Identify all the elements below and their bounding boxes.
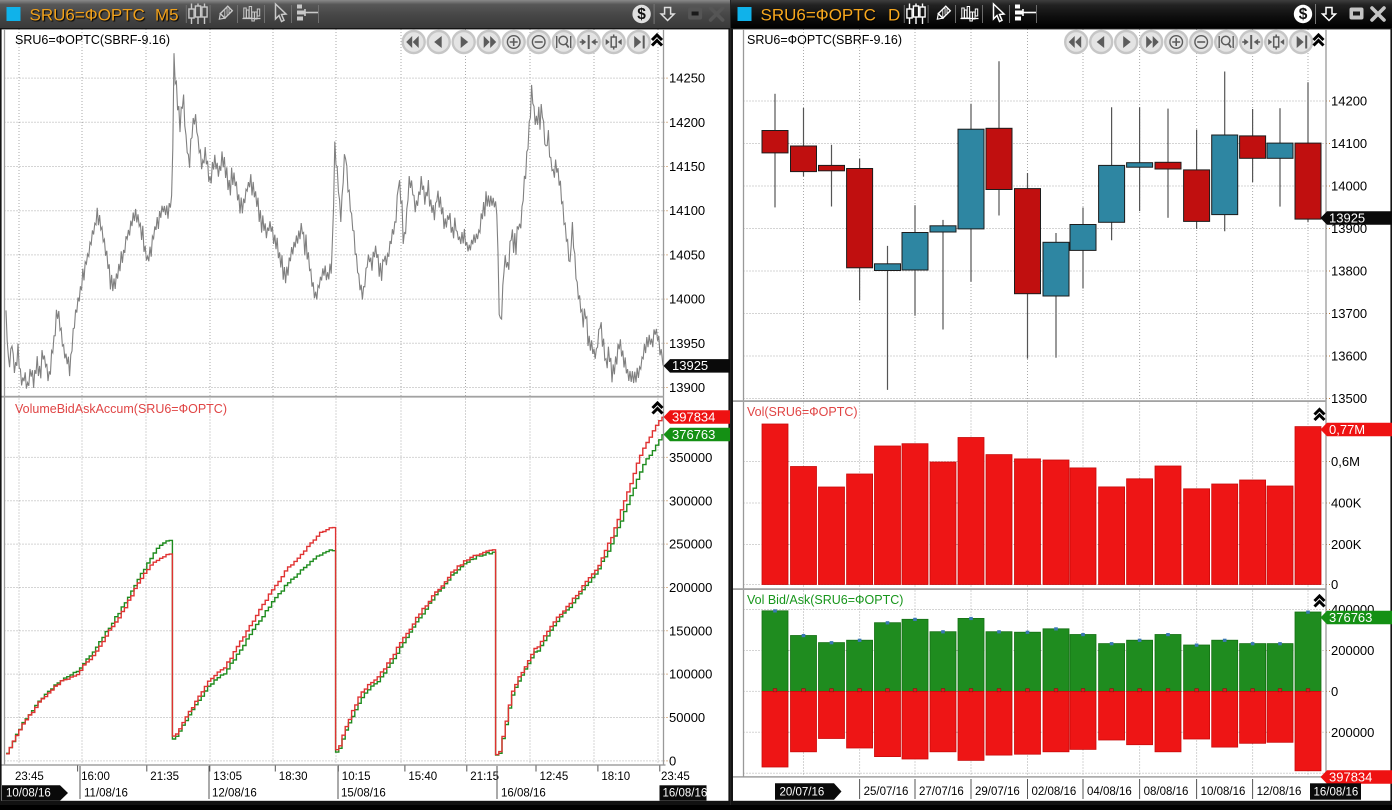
svg-text:16/08/16: 16/08/16	[1314, 787, 1359, 799]
svg-text:100000: 100000	[669, 667, 712, 682]
svg-text:376763: 376763	[672, 427, 715, 442]
svg-text:150000: 150000	[669, 623, 712, 638]
svg-text:0,77M: 0,77M	[1329, 422, 1365, 437]
svg-text:200000: 200000	[669, 580, 712, 595]
svg-text:Vol(SRU6=ФOPTC): Vol(SRU6=ФOPTC)	[747, 405, 858, 419]
svg-text:$: $	[1299, 6, 1308, 23]
svg-text:14150: 14150	[669, 159, 705, 174]
svg-text:15:40: 15:40	[408, 771, 437, 783]
svg-text:0: 0	[669, 753, 676, 768]
svg-text:14250: 14250	[669, 71, 705, 86]
svg-text:13950: 13950	[669, 336, 705, 351]
svg-text:10:15: 10:15	[342, 771, 371, 783]
svg-text:397834: 397834	[672, 409, 715, 424]
svg-text:23:45: 23:45	[15, 771, 44, 783]
svg-text:350000: 350000	[669, 450, 712, 465]
svg-text:18:30: 18:30	[279, 771, 308, 783]
svg-text:08/08/16: 08/08/16	[1144, 786, 1189, 798]
svg-text:29/07/16: 29/07/16	[975, 786, 1020, 798]
svg-text:21:15: 21:15	[470, 771, 499, 783]
svg-text:D: D	[888, 6, 900, 25]
svg-text:12/08/16: 12/08/16	[1257, 786, 1302, 798]
svg-text:16/08/16: 16/08/16	[501, 788, 546, 800]
svg-text:50000: 50000	[669, 710, 705, 725]
svg-text:04/08/16: 04/08/16	[1087, 786, 1132, 798]
svg-text:16:00: 16:00	[81, 771, 110, 783]
svg-text:0: 0	[1331, 577, 1338, 592]
svg-text:14200: 14200	[1331, 94, 1367, 109]
svg-text:13500: 13500	[1331, 391, 1367, 406]
svg-text:200000: 200000	[1331, 643, 1374, 658]
svg-text:13:05: 13:05	[213, 771, 242, 783]
svg-text:14000: 14000	[669, 292, 705, 307]
svg-text:27/07/16: 27/07/16	[919, 786, 964, 798]
svg-text:13900: 13900	[669, 380, 705, 395]
svg-text:397834: 397834	[1329, 769, 1372, 784]
svg-text:SRU6=ФOPTC(SBRF-9.16): SRU6=ФOPTC(SBRF-9.16)	[747, 33, 902, 47]
svg-text:13600: 13600	[1331, 349, 1367, 364]
svg-text:14000: 14000	[1331, 179, 1367, 194]
svg-text:200K: 200K	[1331, 537, 1362, 552]
svg-text:14200: 14200	[669, 115, 705, 130]
svg-text:376763: 376763	[1329, 610, 1372, 625]
svg-text:23:45: 23:45	[661, 771, 690, 783]
svg-text:0,6M: 0,6M	[1331, 454, 1360, 469]
svg-text:02/08/16: 02/08/16	[1032, 786, 1077, 798]
svg-text:15/08/16: 15/08/16	[341, 788, 386, 800]
svg-text:SRU6=ФOPTC(SBRF-9.16): SRU6=ФOPTC(SBRF-9.16)	[15, 33, 170, 47]
svg-text:200000: 200000	[1331, 725, 1374, 740]
svg-text:VolumeBidAskAccum(SRU6=ФOPTC): VolumeBidAskAccum(SRU6=ФOPTC)	[15, 402, 227, 416]
svg-text:300000: 300000	[669, 493, 712, 508]
svg-text:M5: M5	[155, 6, 179, 25]
svg-text:12/08/16: 12/08/16	[212, 788, 257, 800]
svg-text:10/08/16: 10/08/16	[1201, 786, 1246, 798]
svg-text:11/08/16: 11/08/16	[84, 788, 128, 800]
svg-text:16/08/16: 16/08/16	[663, 788, 708, 800]
svg-text:14100: 14100	[669, 203, 705, 218]
svg-text:400K: 400K	[1331, 496, 1362, 511]
svg-text:12:45: 12:45	[540, 771, 569, 783]
svg-text:25/07/16: 25/07/16	[864, 786, 909, 798]
svg-text:14100: 14100	[1331, 136, 1367, 151]
svg-text:13925: 13925	[672, 358, 708, 373]
svg-text:21:35: 21:35	[150, 771, 179, 783]
svg-text:Vol Bid/Ask(SRU6=ФOPTC): Vol Bid/Ask(SRU6=ФOPTC)	[747, 593, 903, 607]
svg-text:10/08/16: 10/08/16	[6, 788, 51, 800]
svg-text:13800: 13800	[1331, 264, 1367, 279]
svg-text:SRU6=ФOPTC: SRU6=ФOPTC	[30, 6, 145, 25]
svg-text:20/07/16: 20/07/16	[780, 787, 825, 799]
svg-text:$: $	[637, 6, 646, 23]
svg-text:SRU6=ФOPTC: SRU6=ФOPTC	[761, 6, 876, 25]
svg-text:13700: 13700	[1331, 306, 1367, 321]
svg-text:14050: 14050	[669, 247, 705, 262]
svg-text:18:10: 18:10	[601, 771, 630, 783]
svg-text:0: 0	[1331, 684, 1338, 699]
svg-text:250000: 250000	[669, 537, 712, 552]
svg-text:13925: 13925	[1329, 210, 1365, 225]
